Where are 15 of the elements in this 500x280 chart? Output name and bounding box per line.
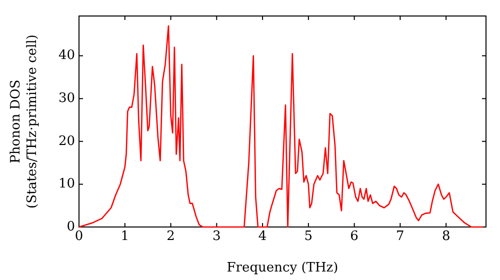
x-tick-label: 3 [212,229,221,244]
x-tick-label: 1 [120,229,130,244]
y-tick-label: 20 [58,134,75,149]
y-tick-label: 10 [58,176,75,192]
x-tick-label: 8 [442,229,450,244]
y-tick-label: 40 [58,48,75,64]
x-tick-label: 2 [166,229,175,244]
y-tick-label: 0 [66,219,75,234]
y-tick-label: 30 [58,90,75,106]
x-tick-label: 4 [258,229,267,244]
y-axis-title: Phonon DOS (States/THz·primitive cell) [8,34,40,209]
x-tick-label: 6 [350,229,358,244]
x-tick-label: 7 [396,229,404,244]
x-tick-label: 5 [304,229,313,244]
x-axis-title: Frequency (THz) [226,260,338,276]
